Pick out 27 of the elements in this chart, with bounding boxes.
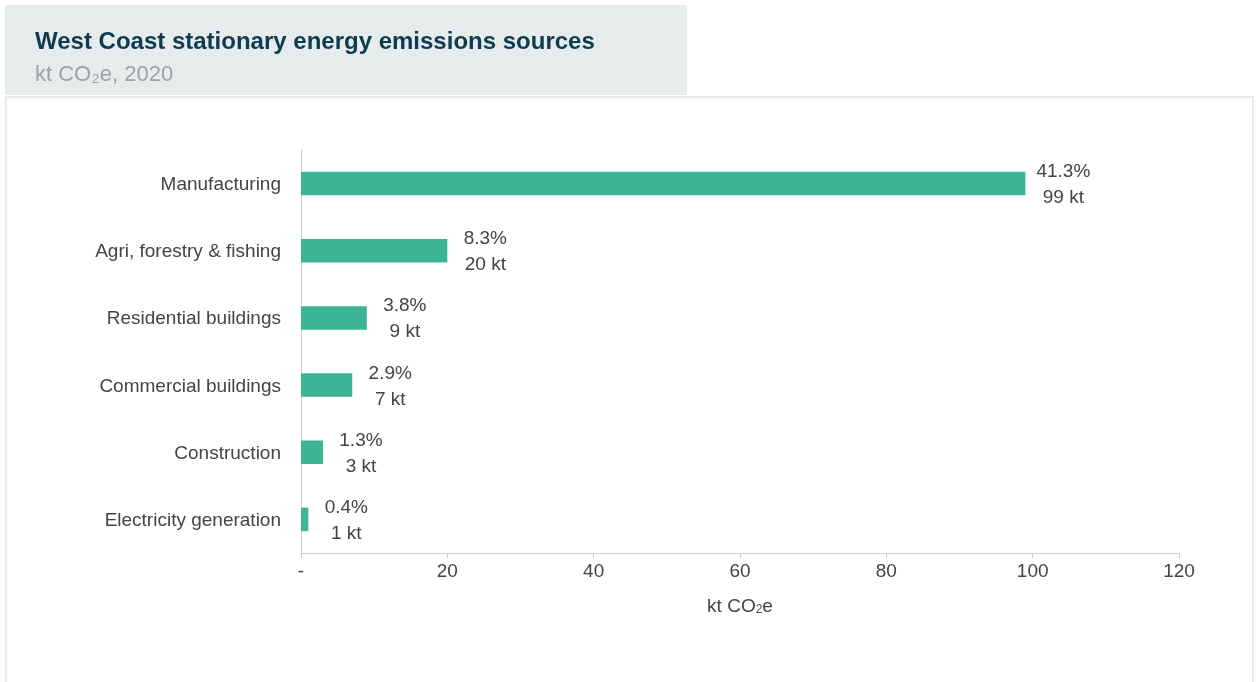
bar bbox=[301, 306, 367, 330]
x-tick-label: 80 bbox=[875, 560, 897, 581]
x-tick-label: 60 bbox=[729, 560, 751, 581]
x-tick-label: 20 bbox=[436, 560, 458, 581]
y-tick-label: Manufacturing bbox=[160, 173, 281, 195]
x-tick-label: - bbox=[297, 560, 305, 581]
chart-title: West Coast stationary energy emissions sources bbox=[35, 27, 595, 55]
data-label: 8.3% 20 kt bbox=[463, 227, 508, 275]
y-tick-label: Commercial buildings bbox=[99, 374, 281, 396]
data-label: 41.3% 99 kt bbox=[1036, 160, 1091, 208]
bar bbox=[301, 239, 448, 263]
bar bbox=[301, 507, 309, 532]
y-tick-label: Electricity generation bbox=[104, 508, 281, 530]
y-tick-label: Residential buildings bbox=[106, 307, 281, 329]
data-label: 2.9% 7 kt bbox=[368, 361, 412, 409]
text: kt CO₂e, 2020 bbox=[35, 61, 174, 87]
x-tick-label: 120 bbox=[1163, 560, 1195, 581]
y-tick-label: Construction bbox=[174, 441, 281, 463]
data-label: 1.3% 3 kt bbox=[339, 428, 383, 476]
data-label: 0.4% 1 kt bbox=[324, 495, 369, 543]
bar bbox=[301, 373, 353, 397]
x-tick-label: 100 bbox=[1016, 560, 1049, 581]
x-tick-label: 40 bbox=[583, 560, 605, 581]
data-label: 3.8% 9 kt bbox=[383, 294, 427, 342]
bar bbox=[301, 171, 1026, 196]
bar bbox=[301, 440, 323, 464]
y-tick-label: Agri, forestry & fishing bbox=[95, 240, 281, 262]
